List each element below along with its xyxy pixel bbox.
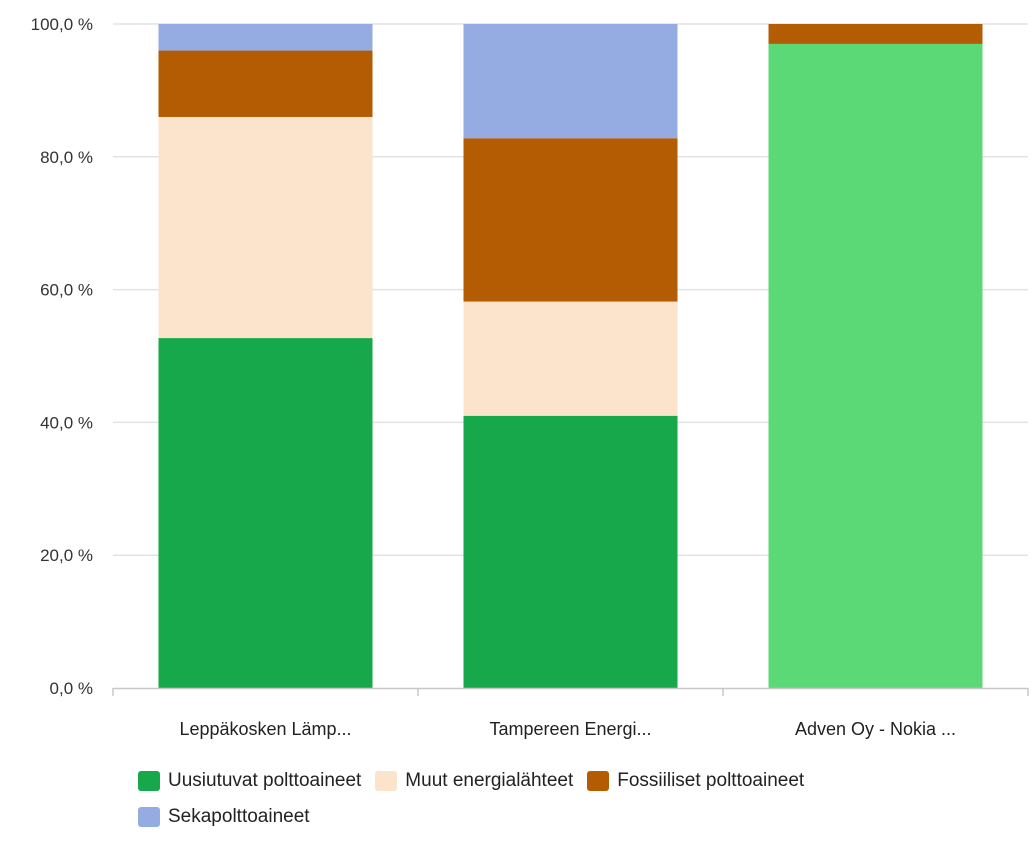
y-tick-label: 20,0 % [40,546,93,565]
y-tick-label: 0,0 % [50,679,93,698]
bars [158,24,983,689]
bar-segment[interactable] [463,301,678,416]
x-category-label: Adven Oy - Nokia ... [795,719,956,739]
bar-segment[interactable] [463,415,678,688]
bar-segment[interactable] [158,24,373,51]
y-tick-label: 40,0 % [40,413,93,432]
bar-segment[interactable] [463,24,678,139]
legend-swatch [138,771,160,791]
bar-segment[interactable] [158,50,373,117]
y-axis-ticks: 0,0 % 20,0 % 40,0 % 60,0 % 80,0 % 100,0 % [31,15,93,698]
legend-swatch [587,771,610,791]
legend: Uusiutuvat polttoaineet Muut energialähte… [138,770,998,842]
legend-item[interactable]: Sekapolttoaineet [138,806,310,828]
bar-segment[interactable] [158,116,373,339]
x-category-label: Tampereen Energi... [489,719,651,739]
y-tick-label: 80,0 % [40,148,93,167]
x-category-label: Leppäkosken Lämp... [179,719,351,739]
stacked-bar-chart: 0,0 % 20,0 % 40,0 % 60,0 % 80,0 % 100,0 % Lep… [31,15,1029,739]
x-axis: Leppäkosken Lämp... Tampereen Energi... Ad… [112,687,1029,739]
legend-swatch [375,771,398,791]
bar-segment[interactable] [158,338,373,688]
legend-swatch [138,807,160,827]
bar-segment[interactable] [768,24,983,44]
bar-segment[interactable] [768,43,983,689]
y-tick-label: 100,0 % [31,15,93,34]
legend-label: Uusiutuvat polttoaineet [168,770,362,791]
legend-label: Fossiiliset polttoaineet [617,770,805,791]
legend-label: Sekapolttoaineet [168,806,310,827]
legend-label: Muut energialähteet [405,770,574,791]
bar-segment[interactable] [463,138,678,302]
legend-item[interactable]: Fossiiliset polttoaineet [587,770,804,792]
legend-item[interactable]: Muut energialähteet [375,770,573,792]
legend-item[interactable]: Uusiutuvat polttoaineet [138,770,361,792]
y-tick-label: 60,0 % [40,281,93,300]
